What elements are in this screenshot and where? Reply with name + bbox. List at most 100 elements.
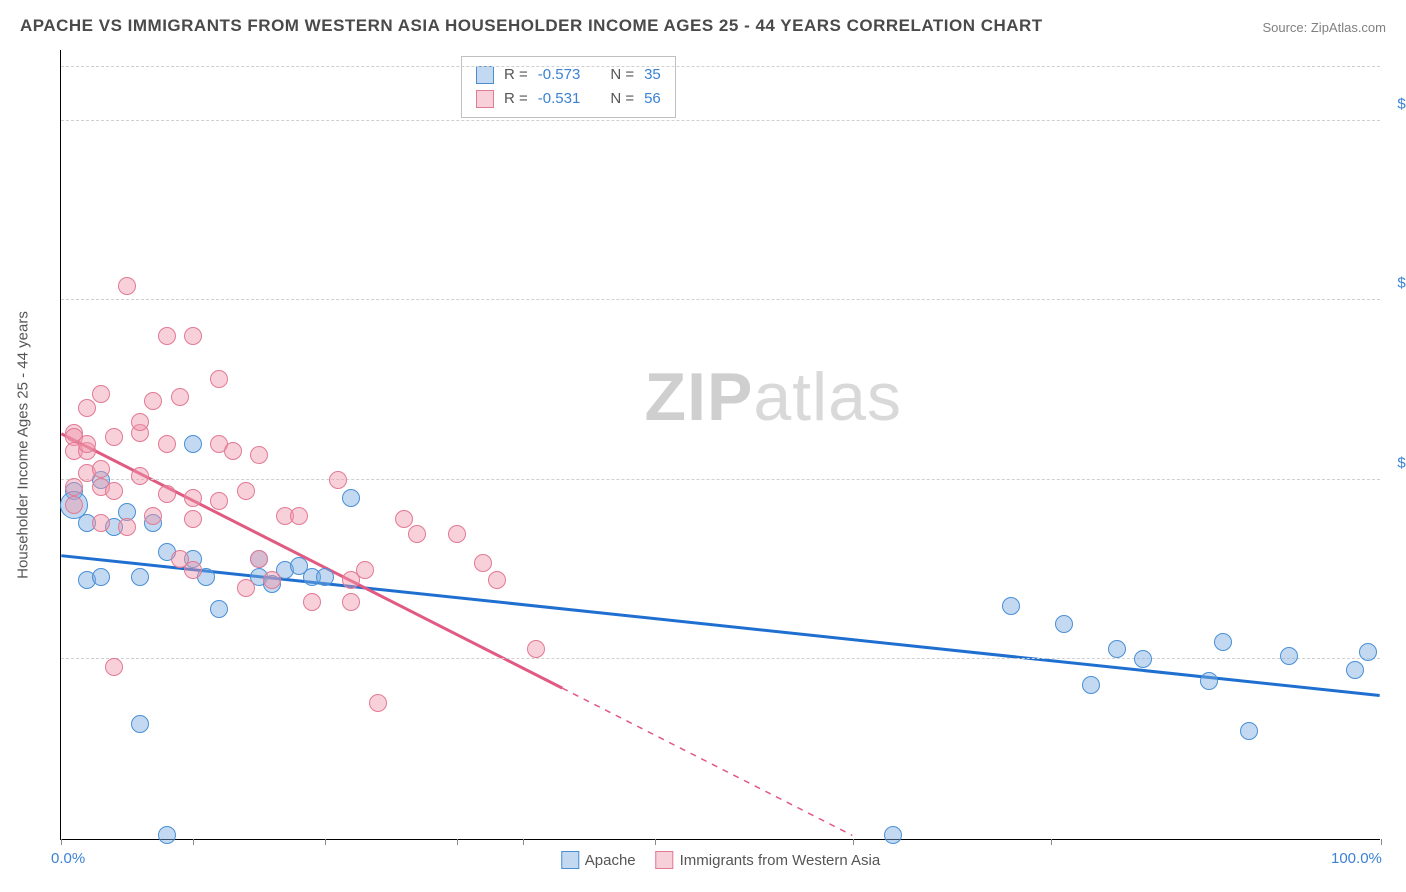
- legend-swatch: [476, 66, 494, 84]
- data-point: [184, 489, 202, 507]
- data-point: [488, 571, 506, 589]
- data-point: [210, 492, 228, 510]
- data-point: [408, 525, 426, 543]
- data-point: [250, 446, 268, 464]
- y-tick-label: $150,000: [1385, 275, 1406, 292]
- data-point: [1359, 643, 1377, 661]
- series-name: Immigrants from Western Asia: [680, 852, 881, 869]
- gridline: [61, 120, 1380, 121]
- data-point: [184, 561, 202, 579]
- data-point: [342, 593, 360, 611]
- r-value: -0.531: [538, 87, 581, 111]
- data-point: [210, 370, 228, 388]
- x-tick: [1051, 839, 1052, 845]
- scatter-plot: Householder Income Ages 25 - 44 years ZI…: [60, 50, 1380, 840]
- x-tick-label: 0.0%: [51, 850, 85, 867]
- series-legend: Apache Immigrants from Western Asia: [561, 851, 881, 869]
- data-point: [184, 435, 202, 453]
- source-name: ZipAtlas.com: [1311, 20, 1386, 35]
- data-point: [1346, 661, 1364, 679]
- gridline: [61, 299, 1380, 300]
- data-point: [316, 568, 334, 586]
- source-attribution: Source: ZipAtlas.com: [1262, 20, 1386, 35]
- data-point: [303, 593, 321, 611]
- chart-title: APACHE VS IMMIGRANTS FROM WESTERN ASIA H…: [20, 16, 1043, 36]
- gridline: [61, 479, 1380, 480]
- legend-row: R = -0.531 N = 56: [476, 87, 661, 111]
- x-tick: [325, 839, 326, 845]
- data-point: [474, 554, 492, 572]
- data-point: [78, 435, 96, 453]
- data-point: [118, 518, 136, 536]
- data-point: [356, 561, 374, 579]
- data-point: [158, 826, 176, 844]
- data-point: [1280, 647, 1298, 665]
- x-tick: [853, 839, 854, 845]
- data-point: [171, 388, 189, 406]
- n-value: 56: [644, 87, 661, 111]
- trend-lines-layer: [61, 50, 1380, 839]
- data-point: [92, 568, 110, 586]
- data-point: [131, 467, 149, 485]
- data-point: [1134, 650, 1152, 668]
- data-point: [369, 694, 387, 712]
- data-point: [329, 471, 347, 489]
- data-point: [158, 485, 176, 503]
- x-tick: [193, 839, 194, 845]
- data-point: [1240, 722, 1258, 740]
- data-point: [105, 658, 123, 676]
- source-label: Source:: [1262, 20, 1310, 35]
- data-point: [144, 507, 162, 525]
- data-point: [131, 413, 149, 431]
- series-legend-item: Immigrants from Western Asia: [656, 851, 881, 869]
- legend-swatch: [561, 851, 579, 869]
- data-point: [342, 489, 360, 507]
- data-point: [92, 514, 110, 532]
- legend-swatch: [656, 851, 674, 869]
- x-tick: [457, 839, 458, 845]
- legend-swatch: [476, 90, 494, 108]
- data-point: [105, 482, 123, 500]
- data-point: [527, 640, 545, 658]
- data-point: [250, 550, 268, 568]
- r-label: R =: [504, 87, 528, 111]
- x-tick: [1381, 839, 1382, 845]
- data-point: [65, 496, 83, 514]
- data-point: [1002, 597, 1020, 615]
- gridline: [61, 66, 1380, 67]
- data-point: [131, 715, 149, 733]
- n-label: N =: [610, 87, 634, 111]
- watermark-light: atlas: [753, 359, 902, 435]
- data-point: [1055, 615, 1073, 633]
- data-point: [290, 507, 308, 525]
- y-axis-title: Householder Income Ages 25 - 44 years: [15, 311, 32, 579]
- data-point: [1200, 672, 1218, 690]
- x-tick: [655, 839, 656, 845]
- x-tick: [61, 839, 62, 845]
- data-point: [448, 525, 466, 543]
- data-point: [263, 571, 281, 589]
- series-name: Apache: [585, 852, 636, 869]
- data-point: [884, 826, 902, 844]
- y-tick-label: $100,000: [1385, 454, 1406, 471]
- data-point: [78, 399, 96, 417]
- data-point: [92, 385, 110, 403]
- y-tick-label: $50,000: [1385, 634, 1406, 651]
- data-point: [65, 478, 83, 496]
- trend-line-dashed: [562, 688, 852, 835]
- data-point: [184, 510, 202, 528]
- data-point: [210, 600, 228, 618]
- y-tick-label: $200,000: [1385, 95, 1406, 112]
- data-point: [1108, 640, 1126, 658]
- data-point: [144, 392, 162, 410]
- x-tick: [523, 839, 524, 845]
- data-point: [395, 510, 413, 528]
- series-legend-item: Apache: [561, 851, 636, 869]
- data-point: [92, 460, 110, 478]
- watermark-bold: ZIP: [645, 359, 754, 435]
- data-point: [1214, 633, 1232, 651]
- watermark: ZIPatlas: [645, 358, 902, 436]
- data-point: [118, 277, 136, 295]
- x-tick-label: 100.0%: [1331, 850, 1382, 867]
- data-point: [105, 428, 123, 446]
